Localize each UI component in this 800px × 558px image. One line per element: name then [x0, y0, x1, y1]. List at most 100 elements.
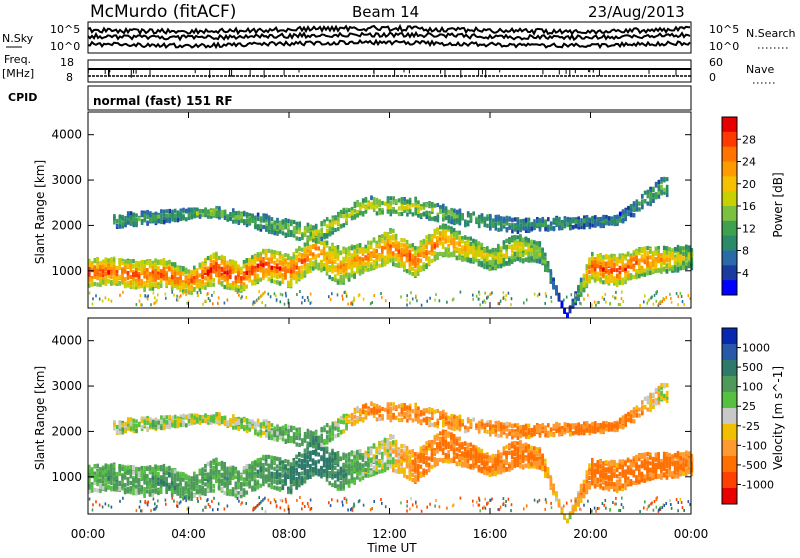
heatmap-cell [445, 248, 448, 252]
heatmap-cell [662, 300, 664, 303]
heatmap-cell [537, 294, 539, 297]
heatmap-cell [132, 465, 135, 469]
heatmap-cell [188, 269, 191, 273]
heatmap-cell [605, 254, 608, 258]
heatmap-cell [326, 217, 329, 221]
heatmap-cell [254, 225, 257, 229]
heatmap-cell [364, 248, 367, 252]
heatmap-cell [514, 235, 517, 239]
heatmap-cell [113, 220, 116, 224]
heatmap-cell [271, 217, 274, 221]
heatmap-cell [188, 286, 191, 290]
heatmap-cell [569, 221, 572, 225]
heatmap-cell [409, 271, 412, 275]
heatmap-cell [414, 272, 417, 276]
heatmap-cell [193, 210, 196, 214]
heatmap-cell [550, 271, 553, 275]
heatmap-cell [229, 283, 232, 287]
heatmap-cell [539, 243, 542, 247]
heatmap-cell [646, 302, 648, 305]
heatmap-cell [668, 251, 671, 255]
heatmap-cell [348, 258, 351, 262]
heatmap-cell [469, 259, 472, 263]
heatmap-cell [663, 188, 666, 192]
heatmap-cell [475, 218, 478, 222]
heatmap-cell [663, 255, 666, 259]
heatmap-cell [246, 285, 249, 289]
heatmap-cell [138, 274, 141, 278]
heatmap-cell [353, 253, 356, 257]
heatmap-cell [201, 275, 204, 279]
heatmap-cell [295, 266, 298, 270]
heatmap-cell [572, 302, 575, 306]
heatmap-cell [450, 238, 453, 242]
heatmap-cell [342, 250, 345, 254]
heatmap-cell [226, 276, 229, 280]
heatmap-cell [398, 243, 401, 247]
heatmap-cell [551, 300, 553, 303]
heatmap-cell [494, 248, 497, 252]
heatmap-cell [384, 257, 387, 261]
heatmap-cell [685, 249, 688, 253]
heatmap-cell [130, 487, 133, 491]
freq-label-1: Freq. [4, 53, 31, 66]
heatmap-cell [555, 217, 558, 221]
heatmap-cell [298, 230, 301, 234]
heatmap-cell [116, 266, 119, 270]
heatmap-cell [616, 268, 619, 272]
heatmap-cell [119, 294, 121, 297]
heatmap-cell [522, 222, 525, 226]
heatmap-cell [229, 275, 232, 279]
heatmap-cell [483, 265, 486, 269]
heatmap-cell [514, 246, 517, 250]
heatmap-cell [423, 212, 426, 216]
heatmap-cell [381, 246, 384, 250]
heatmap-cell [108, 298, 110, 301]
heatmap-cell [279, 261, 282, 265]
heatmap-cell [619, 253, 622, 257]
heatmap-cell [370, 302, 372, 305]
heatmap-cell [334, 254, 337, 258]
heatmap-cell [445, 211, 448, 215]
heatmap-cell [284, 303, 286, 306]
heatmap-cell [682, 252, 685, 256]
heatmap-cell [351, 256, 354, 260]
heatmap-cell [359, 211, 362, 215]
heatmap-cell [232, 286, 235, 290]
heatmap-cell [445, 206, 448, 210]
heatmap-cell [681, 295, 683, 298]
heatmap-cell [445, 230, 448, 234]
heatmap-cell [201, 285, 204, 289]
heatmap-cell [688, 245, 691, 249]
heatmap-cell [583, 298, 585, 301]
heatmap-cell [201, 280, 204, 284]
heatmap-cell [276, 225, 279, 229]
heatmap-cell [641, 254, 644, 258]
heatmap-cell [295, 271, 298, 275]
heatmap-cell [370, 264, 373, 268]
heatmap-cell [133, 213, 136, 217]
heatmap-cell [476, 295, 478, 298]
heatmap-cell [682, 261, 685, 265]
heatmap-cell [624, 213, 627, 217]
heatmap-cell [448, 210, 451, 214]
heatmap-cell [682, 300, 684, 303]
heatmap-cell [207, 278, 210, 282]
heatmap-cell [649, 196, 652, 200]
heatmap-cell [422, 239, 425, 243]
heatmap-cell [660, 185, 663, 189]
heatmap-cell [544, 260, 547, 264]
heatmap-cell [657, 249, 660, 253]
heatmap-cell [580, 302, 582, 305]
heatmap-cell [679, 266, 682, 270]
heatmap-cell [577, 294, 580, 298]
heatmap-cell [111, 300, 113, 303]
heatmap-cell [282, 220, 285, 224]
heatmap-cell [613, 218, 616, 222]
heatmap-cell [373, 248, 376, 252]
heatmap-cell [296, 293, 298, 296]
heatmap-cell [605, 262, 608, 266]
heatmap-cell [241, 295, 243, 298]
heatmap-cell [472, 258, 475, 262]
heatmap-cell [165, 261, 168, 265]
